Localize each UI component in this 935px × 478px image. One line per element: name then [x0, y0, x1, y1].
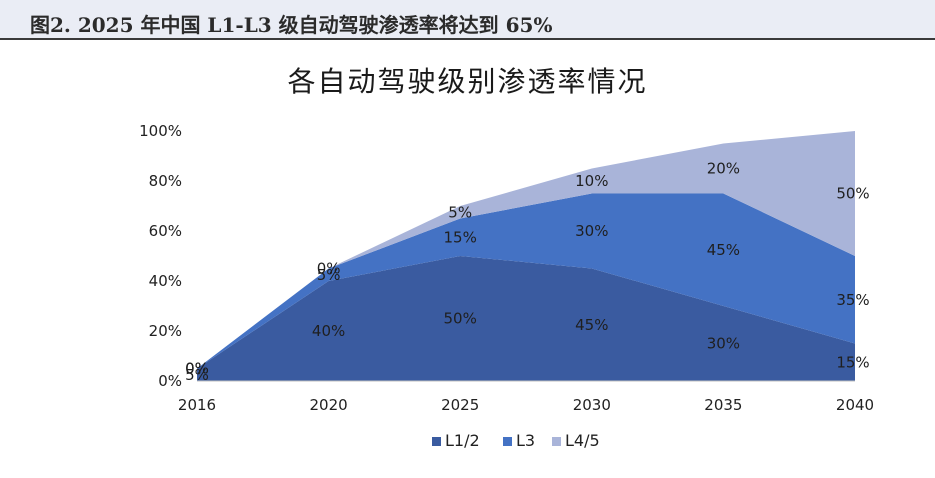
legend-label-l1-2: L1/2: [445, 431, 480, 450]
data-label: 45%: [575, 316, 608, 334]
data-label: 20%: [707, 160, 740, 178]
x-tick-label: 2020: [310, 396, 348, 414]
data-label: 45%: [707, 241, 740, 259]
y-tick-label: 60%: [149, 222, 182, 240]
data-label: 0%: [317, 260, 341, 278]
area-series-l3: [197, 193, 855, 369]
figure-header: 图2. 2025 年中国 L1-L3 级自动驾驶渗透率将达到 65%: [0, 0, 935, 40]
figure-caption: 图2. 2025 年中国 L1-L3 级自动驾驶渗透率将达到 65%: [30, 13, 553, 37]
legend-label-l4-5: L4/5: [565, 431, 600, 450]
data-label: 50%: [836, 185, 869, 203]
x-tick-label: 2040: [836, 396, 874, 414]
x-tick-label: 2025: [441, 396, 479, 414]
y-tick-label: 40%: [149, 272, 182, 290]
area-series-l4-5: [197, 131, 855, 369]
chart-title: 各自动驾驶级别渗透率情况: [287, 65, 648, 98]
x-tick-label: 2035: [704, 396, 742, 414]
data-label: 35%: [836, 291, 869, 309]
data-label: 10%: [575, 172, 608, 190]
data-label: 5%: [185, 366, 209, 384]
x-tick-label: 2030: [573, 396, 611, 414]
data-label: 0%: [185, 360, 209, 378]
legend-swatch-l3: [503, 437, 512, 446]
data-label: 0%: [185, 360, 209, 378]
data-label: 30%: [575, 222, 608, 240]
y-tick-label: 20%: [149, 322, 182, 340]
legend-swatch-l4-5: [552, 437, 561, 446]
data-label: 40%: [312, 322, 345, 340]
x-tick-label: 2016: [178, 396, 216, 414]
data-label: 5%: [448, 203, 472, 221]
legend-swatch-l1-2: [432, 437, 441, 446]
data-label: 15%: [836, 353, 869, 371]
y-tick-label: 100%: [139, 122, 182, 140]
y-tick-label: 0%: [158, 372, 182, 390]
data-label: 5%: [317, 266, 341, 284]
data-label: 50%: [444, 310, 477, 328]
data-label: 15%: [444, 228, 477, 246]
legend-label-l3: L3: [516, 431, 535, 450]
data-label: 30%: [707, 335, 740, 353]
area-series-l1-2: [197, 256, 855, 381]
y-tick-label: 80%: [149, 172, 182, 190]
